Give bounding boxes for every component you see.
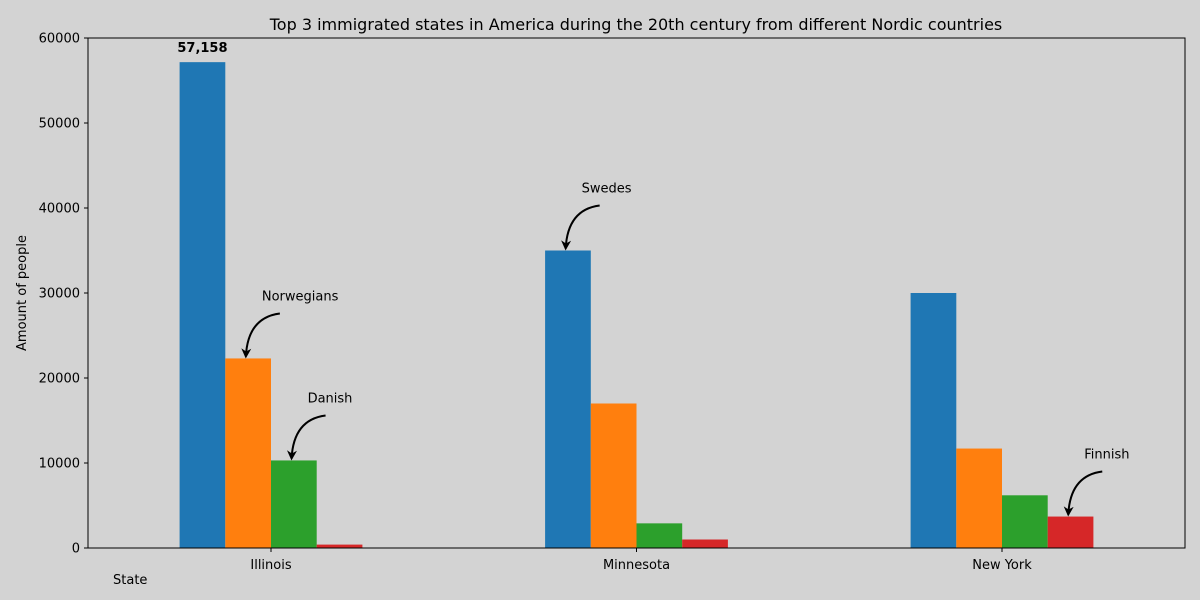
bar-illinois-0 [179, 62, 226, 548]
x-tick-label: Illinois [250, 558, 291, 573]
y-axis-label: Amount of people [15, 235, 30, 351]
bar-minnesota-0 [545, 250, 591, 548]
y-tick-label: 40000 [39, 202, 80, 217]
annotation-arrow [286, 414, 326, 461]
x-axis-label: State [113, 573, 147, 588]
annotation-arrow [1063, 470, 1103, 517]
annotation-arrow [561, 204, 600, 251]
y-tick-label: 20000 [39, 372, 80, 387]
x-tick-label: Minnesota [603, 558, 670, 573]
annotations-group: 57,158 Norwegians Danish Swedes Finnish [177, 41, 1130, 517]
annotation-arrow [241, 312, 280, 359]
axes-group: 0 10000 20000 30000 40000 50000 60000 Illinois M… [39, 32, 1186, 573]
bar-minnesota-3 [682, 539, 728, 548]
bars-group [179, 62, 1094, 548]
bar-new-york-3 [1047, 516, 1094, 548]
x-tick-label: New York [972, 558, 1032, 573]
annotation-label: Danish [308, 391, 353, 406]
bar-illinois-2 [271, 460, 317, 548]
y-tick-label: 50000 [39, 117, 80, 132]
bar-new-york-0 [910, 293, 957, 548]
chart-title: Top 3 immigrated states in America durin… [269, 15, 1003, 34]
bar-new-york-2 [1002, 495, 1048, 548]
y-tick-label: 60000 [39, 32, 80, 47]
y-tick-label: 30000 [39, 287, 80, 302]
bar-illinois-1 [225, 358, 271, 548]
bar-minnesota-1 [590, 403, 637, 548]
annotation-label: Norwegians [262, 289, 339, 304]
y-tick-label: 0 [72, 542, 80, 557]
bar-illinois-3 [316, 544, 363, 548]
y-tick-label: 10000 [39, 457, 80, 472]
annotation-label: Swedes [582, 182, 632, 197]
annotation-label: Finnish [1084, 448, 1129, 463]
bar-minnesota-2 [636, 523, 683, 548]
bar-new-york-1 [956, 448, 1002, 548]
value-label: 57,158 [177, 41, 227, 56]
